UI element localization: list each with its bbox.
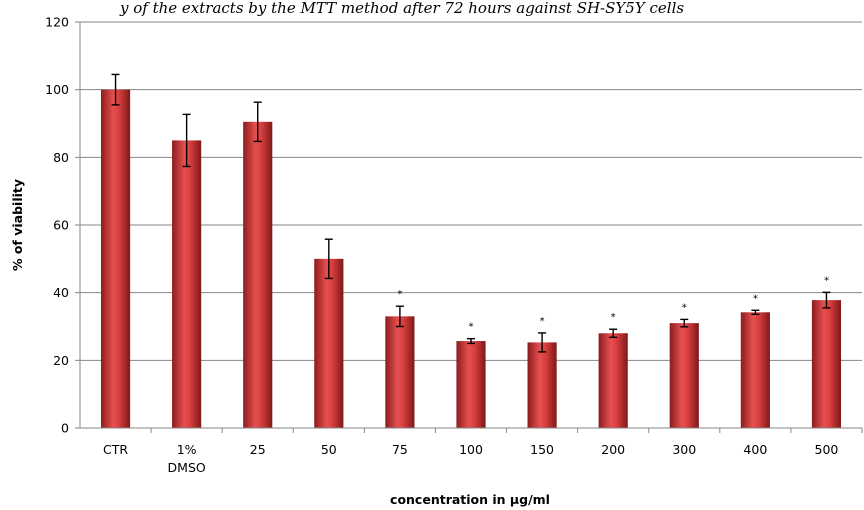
x-tick-label: 500: [815, 442, 839, 457]
y-tick-label: 80: [53, 150, 69, 165]
error-bar: [538, 332, 547, 353]
bar: [314, 258, 344, 428]
y-tick-label: 100: [45, 82, 69, 97]
y-tick-label: 120: [45, 15, 69, 30]
y-tick-labels: 0 20 40 60 80 100 120: [45, 15, 80, 436]
significance-mark: *: [682, 302, 687, 313]
gridlines: [80, 21, 862, 361]
error-bar: [395, 305, 404, 328]
bar: [172, 140, 202, 428]
x-tick-label: 75: [392, 442, 408, 457]
error-bar: [182, 113, 191, 168]
error-bar: [751, 309, 760, 316]
bar: [669, 323, 699, 428]
bar: [385, 316, 415, 428]
error-bar: [822, 291, 831, 309]
x-tick-label: 300: [672, 442, 696, 457]
significance-mark: *: [540, 316, 545, 327]
x-tick-label: 50: [321, 442, 337, 457]
y-tick-label: 0: [61, 421, 69, 436]
x-tick-label: 100: [459, 442, 483, 457]
significance-mark: *: [397, 289, 402, 300]
bar: [811, 300, 842, 428]
x-tick-label: 400: [743, 442, 767, 457]
error-bar: [253, 101, 262, 143]
significance-mark: *: [824, 275, 829, 286]
error-bar: [467, 337, 475, 345]
significance-mark: *: [469, 322, 474, 333]
y-axis-title: % of viability: [10, 179, 25, 271]
error-bar: [111, 73, 120, 106]
y-tick-label: 60: [53, 218, 69, 233]
significance-mark: *: [611, 312, 616, 323]
bar: [598, 333, 628, 428]
significance-marks: * * * * * * *: [397, 275, 829, 332]
error-bar: [324, 238, 333, 280]
bar: [100, 89, 131, 429]
x-tick-label: 25: [250, 442, 266, 457]
significance-mark: *: [753, 293, 758, 304]
bar: [527, 342, 557, 428]
bar: [243, 121, 273, 428]
y-tick-label: 20: [53, 353, 69, 368]
x-axis-title: concentration in µg/ml: [390, 492, 550, 507]
y-tick-label: 40: [53, 285, 69, 300]
top-caption: y of the extracts by the MTT method afte…: [119, 0, 684, 17]
error-bar: [680, 318, 689, 328]
x-tick-label: 1% DMSO: [168, 442, 206, 475]
error-bar: [609, 328, 618, 339]
bar: [740, 312, 770, 428]
bar: [456, 341, 486, 428]
x-tick-labels: CTR 1% DMSO 25 50 75 100 150 200 300 400 500: [103, 428, 863, 475]
x-tick-label: CTR: [103, 442, 128, 457]
bars: [100, 89, 842, 429]
x-tick-label: 150: [530, 442, 554, 457]
error-bars: [111, 73, 831, 353]
x-tick-label: 200: [601, 442, 625, 457]
